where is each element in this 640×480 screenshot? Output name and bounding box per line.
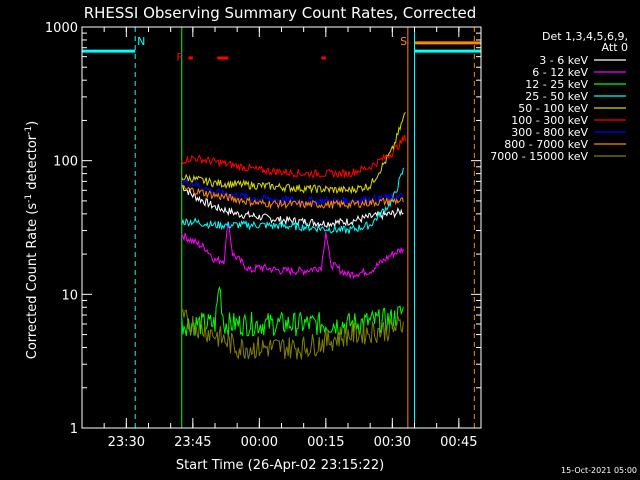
x-axis-label: Start Time (26-Apr-02 23:15:22) — [176, 458, 384, 473]
legend-header-line-1: Det 1,3,4,5,6,9, — [542, 30, 628, 43]
series-line-0 — [181, 185, 404, 229]
series-line-5 — [181, 134, 407, 179]
annotation-N: N — [137, 35, 145, 48]
series-line-7 — [181, 184, 404, 210]
x-tick-label-4: 00:30 — [374, 435, 411, 450]
legend-header: Det 1,3,4,5,6,9, Att 0 — [542, 30, 628, 54]
annotation-S: S — [400, 35, 407, 48]
y-tick-label-0: 1 — [70, 422, 78, 437]
y-tick-label-3: 1000 — [45, 21, 78, 36]
x-tick-label-0: 23:30 — [108, 435, 145, 450]
legend-header-line-2: Att 0 — [602, 41, 628, 54]
series-line-3 — [181, 167, 404, 234]
x-tick-label-1: 23:45 — [174, 435, 211, 450]
x-tick-label-3: 00:15 — [307, 435, 344, 450]
axes: 1 10 100 1000 23:30 23:45 00:00 00:15 00:30 00:45 — [45, 21, 482, 450]
legend-label-8: 7000 - 15000 keV — [490, 150, 588, 163]
annotation-F: F — [176, 51, 182, 64]
y-axis-label: Corrected Count Rate (s-1 detector-1) — [24, 121, 40, 359]
x-tick-label-2: 00:00 — [241, 435, 278, 450]
chart-title: RHESSI Observing Summary Count Rates, Co… — [84, 4, 477, 22]
series-line-8 — [181, 308, 404, 360]
series-line-2 — [181, 285, 404, 337]
footer-timestamp: 15-Oct-2021 05:00 — [561, 466, 637, 475]
legend-label-6: 300 - 800 keV — [511, 126, 588, 139]
data-layer: N S F — [82, 27, 481, 428]
legend-label-0: 3 - 6 keV — [539, 54, 588, 67]
legend-label-4: 50 - 100 keV — [518, 102, 588, 115]
legend-label-2: 12 - 25 keV — [525, 78, 588, 91]
legend-label-3: 25 - 50 keV — [525, 90, 588, 103]
series-line-1 — [181, 223, 404, 280]
legend-label-1: 6 - 12 keV — [532, 66, 588, 79]
y-tick-label-2: 100 — [53, 155, 78, 170]
legend-label-5: 100 - 300 keV — [511, 114, 588, 127]
series-line-6 — [181, 177, 404, 207]
series-line-4 — [181, 112, 406, 195]
y-tick-label-1: 10 — [61, 288, 78, 303]
legend-label-7: 800 - 7000 keV — [504, 138, 588, 151]
x-tick-label-5: 00:45 — [440, 435, 477, 450]
